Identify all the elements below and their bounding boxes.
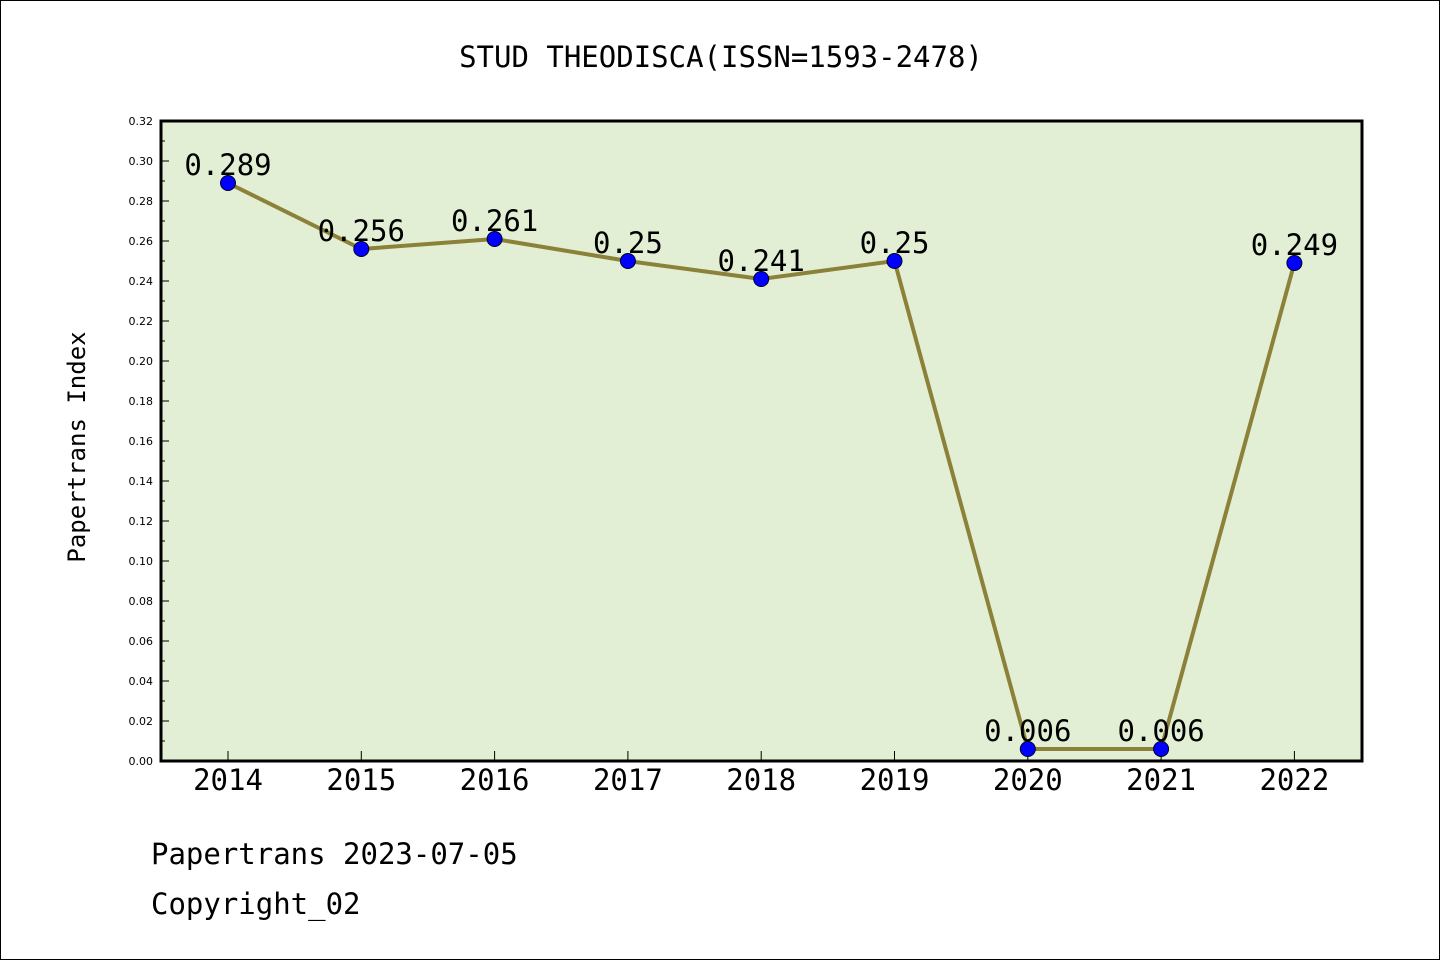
y-axis: 0.00 0.02 0.04 0.06 0.08 0.10 0.12 0.14 0.16 0.18… xyxy=(129,115,169,768)
plot-area xyxy=(159,119,1364,763)
data-label: 0.249 xyxy=(1251,228,1338,262)
data-point xyxy=(1019,741,1036,757)
x-tick-label: 2017 xyxy=(593,763,663,797)
x-tick-label: 2019 xyxy=(860,763,930,797)
data-label: 0.006 xyxy=(984,714,1071,748)
y-tick-label: 0.04 xyxy=(129,675,154,688)
data-point xyxy=(1153,741,1170,757)
data-point xyxy=(886,253,903,269)
x-tick-label: 2015 xyxy=(326,763,396,797)
x-tick-label: 2021 xyxy=(1126,763,1196,797)
y-tick-label: 0.22 xyxy=(129,315,154,328)
y-tick-label: 0.14 xyxy=(129,475,154,488)
y-tick-label: 0.26 xyxy=(129,235,154,248)
y-tick-label: 0.02 xyxy=(129,715,154,728)
y-axis-label: Papertrans Index xyxy=(63,331,91,562)
y-tick-label: 0.32 xyxy=(129,115,154,128)
data-label: 0.289 xyxy=(184,148,271,182)
data-label: 0.261 xyxy=(451,204,538,238)
y-tick-label: 0.24 xyxy=(129,275,154,288)
x-tick-label: 2016 xyxy=(460,763,530,797)
y-tick-label: 0.10 xyxy=(129,555,154,568)
data-label: 0.25 xyxy=(593,226,663,260)
chart-title: STUD THEODISCA(ISSN=1593-2478) xyxy=(459,40,983,74)
data-point xyxy=(486,231,503,247)
y-tick-label: 0.12 xyxy=(129,515,154,528)
y-tick-label: 0.08 xyxy=(129,595,154,608)
y-tick-label: 0.20 xyxy=(129,355,154,368)
data-point xyxy=(619,253,636,269)
x-tick-label: 2014 xyxy=(193,763,263,797)
data-label: 0.25 xyxy=(860,226,930,260)
y-tick-label: 0.30 xyxy=(129,155,154,168)
data-point xyxy=(220,175,236,191)
data-point xyxy=(353,241,370,257)
data-point xyxy=(753,271,770,287)
y-tick-label: 0.06 xyxy=(129,635,154,648)
x-axis: 2014 2015 2016 2017 2018 2019 2020 2021 2022 xyxy=(193,751,1329,797)
data-label: 0.006 xyxy=(1117,714,1204,748)
data-label: 0.256 xyxy=(318,214,405,248)
data-label: 0.241 xyxy=(718,244,805,278)
footer-date-line: Papertrans 2023-07-05 xyxy=(151,837,518,871)
x-tick-label: 2018 xyxy=(726,763,796,797)
y-tick-label: 0.16 xyxy=(129,435,154,448)
y-tick-label: 0.18 xyxy=(129,395,154,408)
y-tick-label: 0.28 xyxy=(129,195,154,208)
data-point xyxy=(1286,255,1303,271)
series-layer: 0.289 0.256 0.261 0.25 0.241 0.25 0.006 0.006 0.… xyxy=(184,148,1338,757)
y-tick-label: 0.00 xyxy=(129,755,154,768)
footer-copyright: Copyright_02 xyxy=(151,887,361,921)
x-tick-label: 2020 xyxy=(993,763,1063,797)
x-tick-label: 2022 xyxy=(1259,763,1329,797)
